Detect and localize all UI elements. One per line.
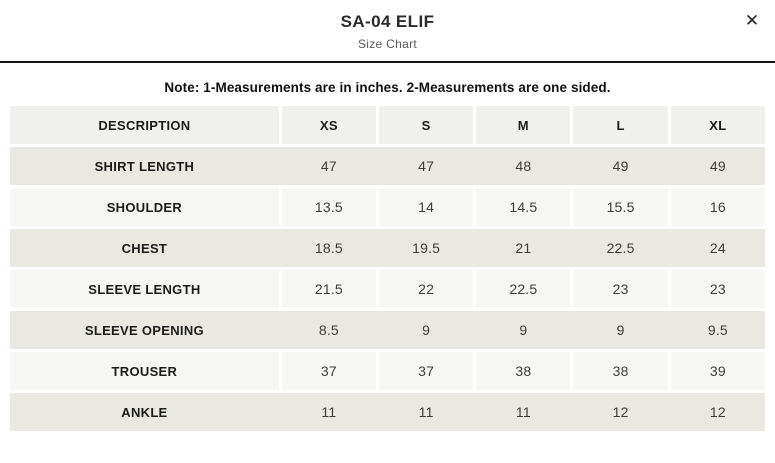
measurement-note: Note: 1-Measurements are in inches. 2-Me… <box>164 80 611 95</box>
size-cell: 37 <box>278 352 377 390</box>
size-cell: 15.5 <box>570 188 668 226</box>
modal-header: SA-04 ELIF Size Chart ✕ <box>0 0 775 63</box>
table-row-shoulder: SHOULDER 13.5 14 14.5 15.5 16 <box>10 188 765 226</box>
table-row-ankle: ANKLE 11 11 11 12 12 <box>10 393 765 431</box>
size-cell: 13.5 <box>278 188 377 226</box>
size-cell: 11 <box>278 393 377 431</box>
column-header-description: DESCRIPTION <box>10 106 279 144</box>
row-label: SHOULDER <box>10 188 279 226</box>
column-header-s: S <box>376 106 474 144</box>
close-icon[interactable]: ✕ <box>739 8 765 34</box>
size-cell: 19.5 <box>376 229 474 267</box>
size-cell: 22.5 <box>570 229 668 267</box>
size-chart-table: DESCRIPTION XS S M L XL SHIRT LENGTH 47 … <box>10 103 765 434</box>
row-label: TROUSER <box>10 352 279 390</box>
page-title: SA-04 ELIF <box>340 12 435 31</box>
table-row-chest: CHEST 18.5 19.5 21 22.5 24 <box>10 229 765 267</box>
table-row-sleeve-opening: SLEEVE OPENING 8.5 9 9 9 9.5 <box>10 311 765 349</box>
size-cell: 8.5 <box>278 311 377 349</box>
size-cell: 47 <box>376 147 474 185</box>
size-cell: 23 <box>570 270 668 308</box>
size-cell: 14.5 <box>473 188 571 226</box>
size-cell: 49 <box>570 147 668 185</box>
size-cell: 38 <box>473 352 571 390</box>
row-label: CHEST <box>10 229 279 267</box>
size-cell: 38 <box>570 352 668 390</box>
size-cell: 49 <box>667 147 765 185</box>
size-cell: 18.5 <box>278 229 377 267</box>
size-cell: 39 <box>667 352 765 390</box>
size-cell: 24 <box>667 229 765 267</box>
size-cell: 14 <box>376 188 474 226</box>
size-cell: 22.5 <box>473 270 571 308</box>
row-label: SHIRT LENGTH <box>10 147 279 185</box>
size-cell: 12 <box>667 393 765 431</box>
column-header-xs: XS <box>278 106 377 144</box>
size-cell: 9.5 <box>667 311 765 349</box>
table-row-shirt-length: SHIRT LENGTH 47 47 48 49 49 <box>10 147 765 185</box>
column-header-xl: XL <box>667 106 765 144</box>
size-cell: 23 <box>667 270 765 308</box>
row-label: SLEEVE LENGTH <box>10 270 279 308</box>
size-cell: 21.5 <box>278 270 377 308</box>
size-cell: 37 <box>376 352 474 390</box>
column-header-l: L <box>570 106 668 144</box>
row-label: SLEEVE OPENING <box>10 311 279 349</box>
row-label: ANKLE <box>10 393 279 431</box>
page-subtitle: Size Chart <box>357 37 418 51</box>
size-cell: 11 <box>376 393 474 431</box>
size-cell: 9 <box>570 311 668 349</box>
table-row-sleeve-length: SLEEVE LENGTH 21.5 22 22.5 23 23 <box>10 270 765 308</box>
size-cell: 21 <box>473 229 571 267</box>
size-cell: 48 <box>473 147 571 185</box>
size-cell: 47 <box>278 147 377 185</box>
table-row-trouser: TROUSER 37 37 38 38 39 <box>10 352 765 390</box>
size-cell: 12 <box>570 393 668 431</box>
table-header-row: DESCRIPTION XS S M L XL <box>10 106 765 144</box>
size-cell: 9 <box>473 311 571 349</box>
size-cell: 11 <box>473 393 571 431</box>
column-header-m: M <box>473 106 571 144</box>
size-cell: 22 <box>376 270 474 308</box>
size-cell: 16 <box>667 188 765 226</box>
size-cell: 9 <box>376 311 474 349</box>
